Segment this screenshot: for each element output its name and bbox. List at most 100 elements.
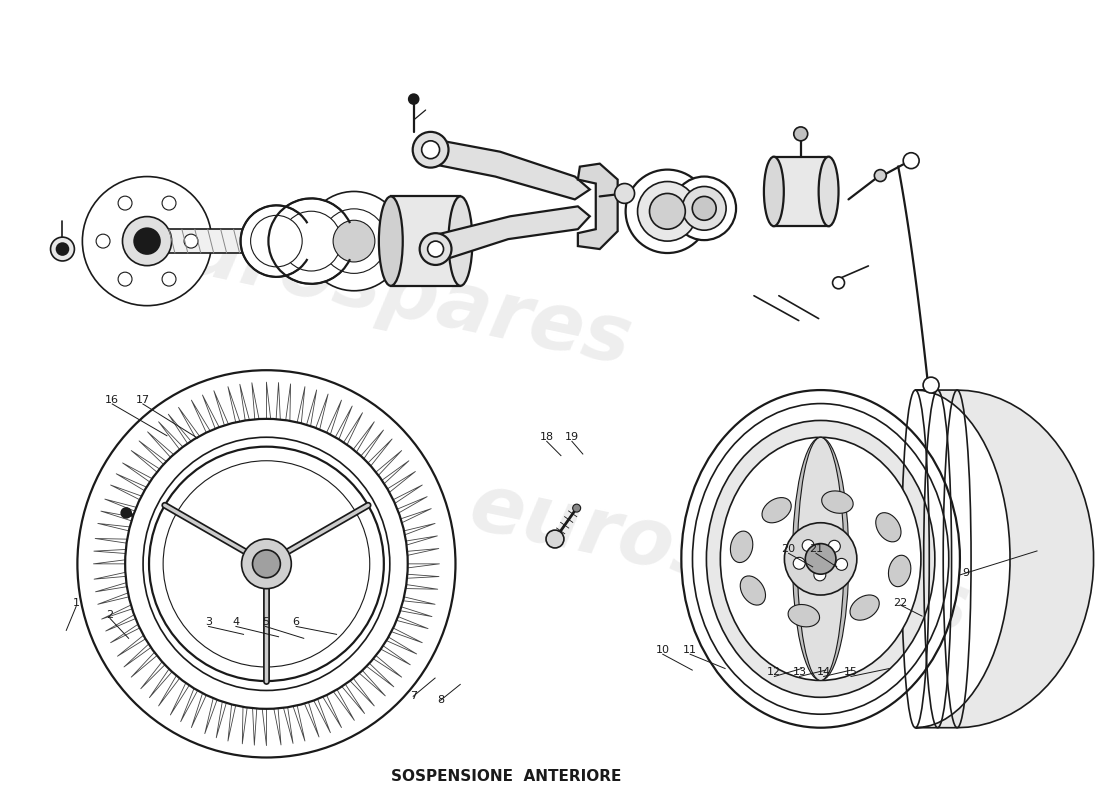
Ellipse shape — [77, 370, 455, 758]
Circle shape — [134, 228, 159, 254]
Circle shape — [428, 241, 443, 257]
Polygon shape — [578, 164, 618, 249]
Text: 13: 13 — [792, 667, 806, 678]
Text: 18: 18 — [540, 432, 553, 442]
Circle shape — [638, 182, 697, 241]
Ellipse shape — [125, 419, 408, 709]
Circle shape — [672, 177, 736, 240]
Polygon shape — [429, 206, 590, 261]
Circle shape — [321, 209, 386, 274]
Text: 5: 5 — [262, 618, 268, 627]
Ellipse shape — [822, 491, 854, 514]
Text: SOSPENSIONE  ANTERIORE: SOSPENSIONE ANTERIORE — [390, 770, 622, 785]
Circle shape — [122, 217, 172, 266]
Circle shape — [615, 183, 635, 203]
Ellipse shape — [792, 438, 849, 681]
Text: eurospares: eurospares — [124, 200, 638, 382]
Circle shape — [162, 272, 176, 286]
Text: 9: 9 — [962, 568, 969, 578]
Circle shape — [412, 132, 449, 168]
Text: 2: 2 — [107, 610, 113, 619]
Text: 7: 7 — [409, 691, 417, 702]
Circle shape — [874, 170, 887, 182]
Circle shape — [649, 194, 685, 229]
Bar — [774, 157, 828, 226]
Ellipse shape — [788, 605, 820, 627]
Circle shape — [626, 170, 710, 253]
Circle shape — [253, 550, 280, 578]
Ellipse shape — [681, 390, 960, 728]
Circle shape — [833, 277, 845, 289]
Circle shape — [805, 543, 836, 574]
Ellipse shape — [730, 531, 752, 562]
Text: 8: 8 — [437, 695, 444, 706]
Ellipse shape — [798, 438, 844, 681]
Text: 16: 16 — [106, 395, 119, 405]
Text: 20: 20 — [781, 544, 795, 554]
Ellipse shape — [740, 576, 766, 605]
Ellipse shape — [763, 157, 784, 226]
Ellipse shape — [889, 555, 911, 586]
Text: 19: 19 — [564, 432, 579, 442]
Text: 10: 10 — [656, 646, 670, 655]
Circle shape — [82, 177, 211, 306]
Circle shape — [836, 558, 847, 570]
Circle shape — [118, 196, 132, 210]
Polygon shape — [915, 390, 1093, 728]
Text: 3: 3 — [205, 618, 212, 627]
Text: 14: 14 — [816, 667, 831, 678]
Circle shape — [251, 215, 302, 267]
Text: 6: 6 — [293, 618, 299, 627]
Circle shape — [692, 197, 716, 220]
Polygon shape — [420, 137, 590, 199]
Ellipse shape — [378, 197, 403, 286]
Circle shape — [546, 530, 564, 548]
Circle shape — [121, 508, 131, 518]
Bar — [390, 197, 461, 286]
Circle shape — [923, 377, 939, 393]
Circle shape — [573, 504, 581, 512]
Ellipse shape — [706, 421, 935, 698]
Circle shape — [241, 206, 312, 277]
Circle shape — [56, 243, 68, 255]
Text: 12: 12 — [768, 667, 781, 678]
Circle shape — [784, 522, 857, 595]
Ellipse shape — [449, 197, 472, 286]
Text: 4: 4 — [232, 618, 240, 627]
Circle shape — [118, 272, 132, 286]
Circle shape — [409, 94, 419, 104]
Ellipse shape — [762, 498, 791, 522]
Circle shape — [794, 127, 807, 141]
Circle shape — [51, 237, 75, 261]
Text: 17: 17 — [135, 395, 150, 405]
Ellipse shape — [876, 513, 901, 542]
Circle shape — [282, 211, 341, 271]
Circle shape — [793, 558, 805, 570]
Ellipse shape — [143, 438, 389, 690]
Bar — [162, 229, 266, 253]
Ellipse shape — [818, 157, 838, 226]
Circle shape — [333, 220, 375, 262]
Text: 15: 15 — [844, 667, 858, 678]
Circle shape — [162, 196, 176, 210]
Circle shape — [242, 539, 292, 589]
Circle shape — [682, 186, 726, 230]
Ellipse shape — [693, 403, 949, 714]
Circle shape — [420, 233, 451, 265]
Circle shape — [814, 569, 826, 581]
Circle shape — [903, 153, 920, 169]
Text: 11: 11 — [683, 646, 697, 655]
Text: eurospares: eurospares — [462, 468, 976, 650]
Circle shape — [96, 234, 110, 248]
Text: 22: 22 — [893, 598, 907, 607]
Circle shape — [305, 191, 404, 290]
Text: 21: 21 — [808, 544, 823, 554]
Text: 1: 1 — [73, 598, 79, 607]
Ellipse shape — [850, 595, 879, 620]
Circle shape — [268, 198, 354, 284]
Circle shape — [802, 540, 814, 551]
Circle shape — [184, 234, 198, 248]
Circle shape — [421, 141, 440, 158]
Ellipse shape — [720, 438, 921, 681]
Circle shape — [828, 540, 840, 552]
